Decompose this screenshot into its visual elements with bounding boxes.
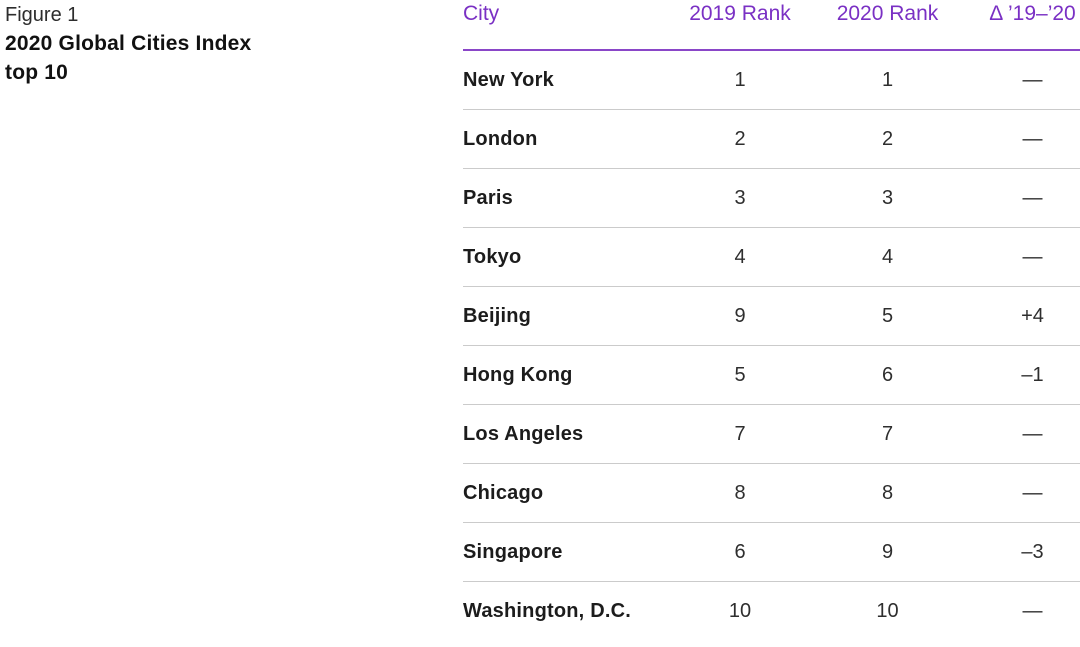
column-header-2020-rank: 2020 Rank xyxy=(836,2,939,25)
table-row: Paris 3 3 — xyxy=(463,169,1080,228)
table-row: Singapore 6 9 –3 xyxy=(463,523,1080,582)
cell-2020-rank: 1 xyxy=(881,68,894,91)
cell-city: Washington, D.C. xyxy=(463,600,631,622)
column-header-delta: Δ ’19–’20 xyxy=(989,2,1076,25)
cell-city: Tokyo xyxy=(463,245,522,268)
table-row: Beijing 9 5 +4 xyxy=(463,287,1080,346)
figure-title-line1: 2020 Global Cities Index xyxy=(5,32,252,55)
column-header-city: City xyxy=(463,2,500,25)
cell-city: Paris xyxy=(463,186,513,209)
cell-city: Singapore xyxy=(463,540,563,563)
cell-2019-rank: 7 xyxy=(734,422,746,445)
cell-2019-rank: 5 xyxy=(734,363,746,386)
cell-city: London xyxy=(463,127,538,150)
cell-city: Los Angeles xyxy=(463,422,584,445)
cell-2020-rank: 10 xyxy=(876,600,899,622)
column-header-2019-rank: 2019 Rank xyxy=(689,2,791,25)
cell-2019-rank: 8 xyxy=(734,481,746,504)
cell-delta: –1 xyxy=(1021,363,1044,386)
cell-delta: –3 xyxy=(1021,540,1044,563)
cell-delta: — xyxy=(1022,127,1043,150)
cell-2020-rank: 8 xyxy=(881,481,894,504)
table-row: Chicago 8 8 — xyxy=(463,464,1080,523)
cell-2020-rank: 7 xyxy=(881,422,894,445)
table-row: New York 1 1 — xyxy=(463,51,1080,110)
figure-caption: Figure 1 2020 Global Cities Index top 10 xyxy=(5,2,435,87)
cell-delta: — xyxy=(1022,245,1043,268)
table-row: Tokyo 4 4 — xyxy=(463,228,1080,287)
cell-city: Chicago xyxy=(463,481,544,504)
cell-city: Hong Kong xyxy=(463,363,573,386)
table-row: Washington, D.C. 10 10 — xyxy=(463,582,1080,641)
cell-delta: — xyxy=(1022,422,1043,445)
cell-delta: — xyxy=(1022,481,1043,504)
cell-2020-rank: 5 xyxy=(881,304,894,327)
cell-2019-rank: 3 xyxy=(734,186,746,209)
cell-2019-rank: 1 xyxy=(734,68,746,91)
cell-city: New York xyxy=(463,68,554,91)
cell-2019-rank: 9 xyxy=(734,304,746,327)
table-row: Los Angeles 7 7 — xyxy=(463,405,1080,464)
cell-delta: — xyxy=(1022,600,1043,622)
cell-2020-rank: 4 xyxy=(881,245,894,268)
cell-2020-rank: 6 xyxy=(881,363,894,386)
cell-2019-rank: 6 xyxy=(734,540,746,563)
cell-city: Beijing xyxy=(463,304,532,327)
cell-2019-rank: 2 xyxy=(734,127,746,150)
rank-table: City 2019 Rank 2020 Rank Δ ’19–’20 New Y… xyxy=(463,0,1080,641)
figure-title-line2: top 10 xyxy=(5,61,69,84)
cell-2020-rank: 2 xyxy=(881,127,894,150)
cell-delta: — xyxy=(1022,186,1043,209)
table-row: Hong Kong 5 6 –1 xyxy=(463,346,1080,405)
figure-label: Figure 1 xyxy=(5,4,79,26)
table-header-row: City 2019 Rank 2020 Rank Δ ’19–’20 xyxy=(463,0,1080,51)
cell-2019-rank: 4 xyxy=(734,245,746,268)
cell-2020-rank: 9 xyxy=(881,540,894,563)
table-row: London 2 2 — xyxy=(463,110,1080,169)
cell-delta: — xyxy=(1022,68,1043,91)
cell-2020-rank: 3 xyxy=(881,186,894,209)
cell-2019-rank: 10 xyxy=(728,600,752,622)
cell-delta: +4 xyxy=(1021,304,1044,327)
